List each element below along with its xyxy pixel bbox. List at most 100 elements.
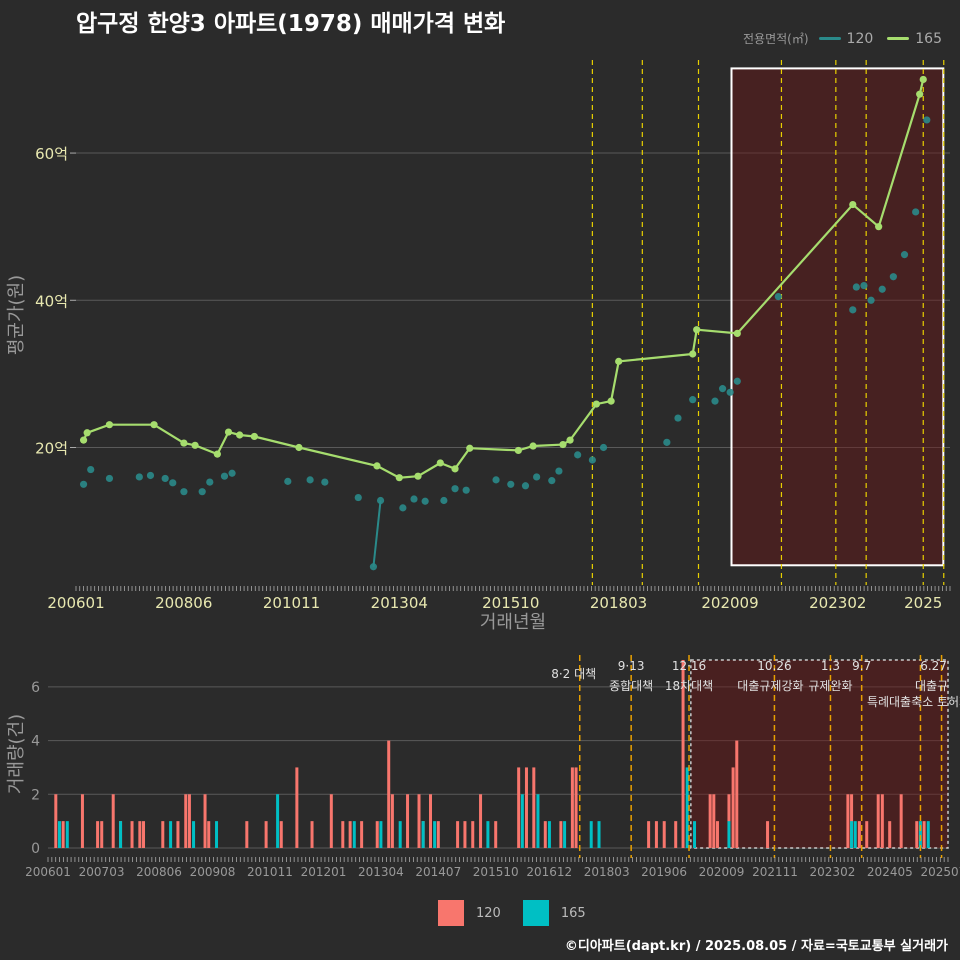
bar-165 [597, 821, 601, 848]
bar-120 [187, 794, 191, 848]
bar-120 [375, 821, 379, 848]
policy-annotation: 6.27 [920, 659, 947, 673]
bar-120 [61, 821, 65, 848]
bar-120 [387, 740, 391, 848]
x-tick-label: 201304 [358, 865, 404, 879]
series-120-point [599, 443, 608, 452]
x-tick-label: 201011 [247, 865, 293, 879]
bar-165 [276, 794, 280, 848]
bar-165 [398, 821, 402, 848]
bar-120 [647, 821, 651, 848]
series-165-point [559, 440, 567, 449]
bar-120 [865, 821, 869, 848]
legend-label-120: 120 [846, 30, 874, 47]
volume-legend-swatch-165 [522, 900, 549, 926]
series-165-point [693, 326, 701, 334]
series-120-point [105, 474, 114, 483]
bar-120 [727, 794, 731, 848]
bar-120 [390, 794, 394, 848]
bar-165 [486, 821, 490, 848]
bar-120 [876, 794, 880, 848]
series-165-point [373, 462, 381, 470]
bar-120 [880, 794, 884, 848]
series-165-point [236, 431, 244, 439]
y-tick-label: 40억 [35, 292, 68, 310]
bar-120 [731, 767, 735, 848]
series-120-point [574, 451, 582, 459]
policy-annotation: 9·13 [618, 659, 645, 673]
series-120-point [492, 476, 500, 484]
series-120-point [87, 465, 95, 474]
bar-120 [674, 821, 678, 848]
bar-120 [735, 740, 739, 848]
bar-120 [203, 794, 207, 848]
series-120-point [923, 116, 931, 124]
series-165-point [615, 357, 623, 365]
bar-120 [142, 821, 146, 848]
series-120-point [689, 396, 697, 404]
footer-credit: ©디아파트(dapt.kr) / 2025.08.05 / 자료=국토교통부 실… [564, 939, 948, 954]
series-165-point [250, 432, 258, 441]
x-axis-label: 거래년월 [480, 612, 546, 633]
series-165-point [689, 350, 697, 358]
series-120-point [718, 385, 727, 393]
bar-120 [207, 821, 211, 848]
series-165-point [414, 472, 422, 480]
policy-annotation: 종합대책 [609, 678, 653, 693]
page-title: 압구정 한양3 아파트(1978) 매매가격 변화 [76, 11, 506, 37]
bar-120 [543, 821, 547, 848]
bar-120 [517, 767, 521, 848]
bar-165 [918, 821, 922, 848]
bar-165 [850, 821, 854, 848]
x-tick-label: 201201 [301, 865, 347, 879]
volume-legend: 120 165 [438, 900, 608, 926]
bar-120 [524, 767, 528, 848]
series-120-point [849, 306, 857, 314]
bar-120 [922, 821, 926, 848]
policy-annotation: 특례대출축소 토허제 해제 [867, 695, 960, 709]
bar-120 [766, 821, 770, 848]
bar-165 [119, 821, 123, 848]
series-120-point [220, 472, 229, 480]
bar-120 [850, 794, 854, 848]
series-120-point [206, 478, 214, 486]
bar-165 [589, 821, 593, 848]
legend-swatch-120 [818, 37, 841, 40]
bar-120 [708, 794, 712, 848]
bar-120 [310, 821, 314, 848]
series-120-point [555, 467, 563, 475]
series-120-point [711, 397, 719, 405]
series-120-point [284, 477, 292, 485]
bar-120 [456, 821, 460, 848]
series-165-point [295, 443, 303, 452]
series-165-point [592, 400, 600, 408]
x-tick-label: 201906 [641, 865, 687, 879]
bar-120 [138, 821, 142, 848]
volume-legend-label-165: 165 [560, 905, 586, 921]
bar-120 [479, 794, 483, 848]
bar-165 [57, 821, 61, 848]
x-tick-label: 202111 [752, 865, 798, 879]
legend-label-165: 165 [915, 30, 942, 47]
y-tick-label: 60억 [35, 145, 68, 163]
bar-120 [341, 821, 345, 848]
bar-120 [130, 821, 134, 848]
bar-165 [685, 767, 689, 848]
series-120-point [867, 296, 875, 304]
bar-120 [494, 821, 498, 848]
bar-120 [532, 767, 536, 848]
x-tick-label: 201304 [371, 594, 428, 612]
bar-165 [520, 794, 524, 848]
series-120-point [726, 388, 734, 396]
series-120-point [451, 485, 459, 493]
series-120-point [462, 486, 470, 494]
series-165-point [213, 450, 221, 458]
y-tick-label: 0 [31, 841, 40, 857]
series-165-point [566, 436, 574, 444]
series-165-point [395, 474, 403, 482]
y-tick-label: 6 [31, 680, 40, 696]
series-120-point [198, 488, 206, 496]
x-tick-label: 201803 [590, 594, 647, 612]
series-120-connector [372, 500, 382, 567]
series-120-point [521, 482, 530, 490]
